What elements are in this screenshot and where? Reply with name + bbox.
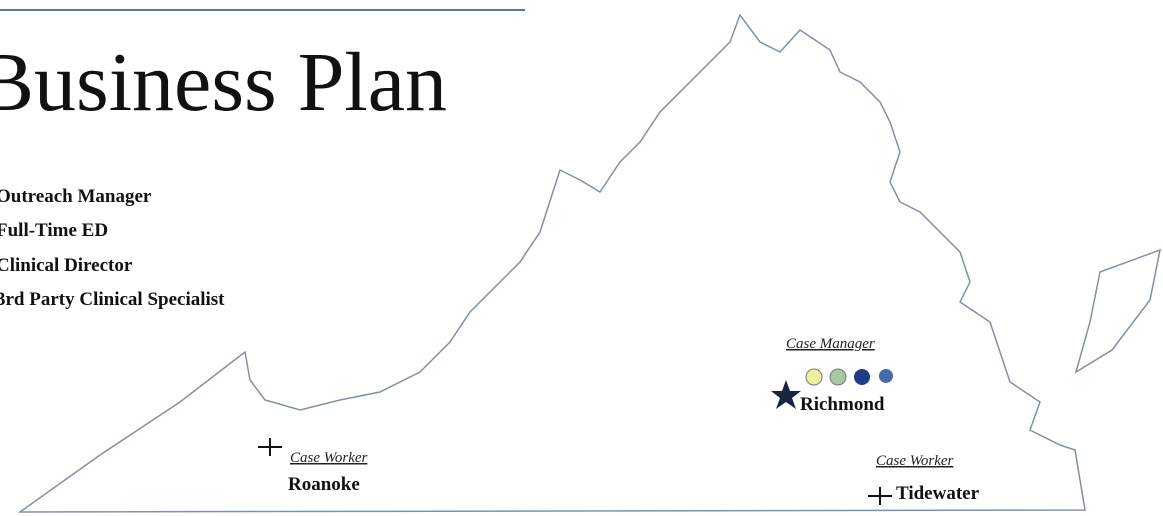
- title: Business Plan: [0, 36, 447, 129]
- cross-marker: [258, 438, 282, 456]
- city-label: Richmond: [800, 394, 885, 415]
- list-item: Outreach Manager: [0, 186, 152, 207]
- staff-dot: [829, 368, 847, 386]
- eastern-shore: [1074, 248, 1161, 374]
- cross-marker: [868, 487, 892, 505]
- list-item: 3rd Party Clinical Specialist: [0, 289, 225, 310]
- role-label: Case Worker: [876, 453, 954, 469]
- city-label: Roanoke: [288, 474, 360, 495]
- staff-dot: [854, 369, 870, 385]
- role-label: Case Manager: [786, 336, 875, 352]
- capital-star: [771, 380, 801, 409]
- state-outline: [17, 13, 1086, 513]
- staff-dot: [805, 368, 823, 386]
- staff-dot: [879, 369, 893, 383]
- list-item: Clinical Director: [0, 255, 133, 276]
- list-item: Full-Time ED: [0, 220, 108, 241]
- city-label: Tidewater: [896, 483, 980, 504]
- role-label: Case Worker: [290, 450, 368, 466]
